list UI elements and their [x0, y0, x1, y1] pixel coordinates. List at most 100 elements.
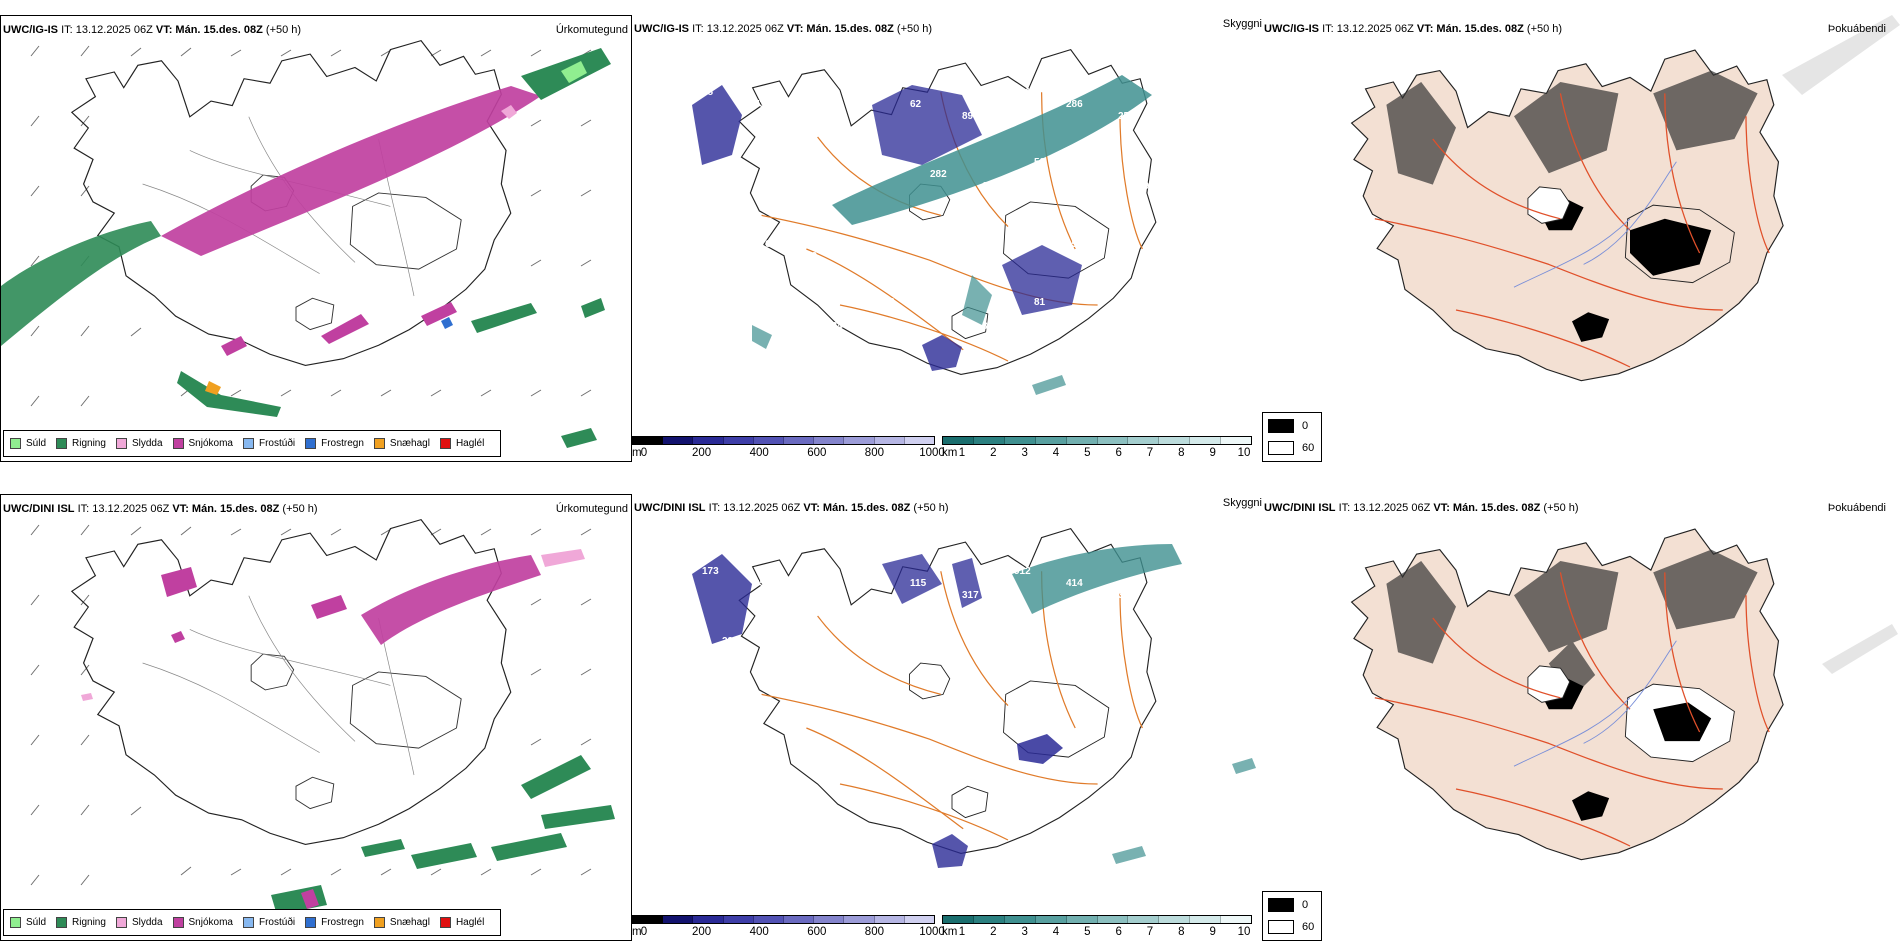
panel-header: UWC/IG-IS IT: 13.12.2025 06Z VT: Mán. 15… [1264, 23, 1563, 35]
legend-swatch [172, 917, 184, 928]
colorbar-step [904, 437, 935, 444]
legend-label: Snæhagl [389, 438, 430, 449]
fog-legend-value: 60 [1302, 921, 1315, 933]
visibility-value-label: 414 [1066, 578, 1083, 589]
colorbar-step [753, 916, 785, 923]
legend-swatch [10, 917, 21, 928]
legend-label: Slydda [131, 438, 163, 449]
colorbar-tick-label: 6 [1115, 926, 1122, 938]
legend-label: Súld [26, 917, 47, 928]
colorbar-step [874, 916, 905, 923]
visibility-value-label: 151 [1014, 87, 1031, 98]
legend-label: Rigning [72, 438, 106, 449]
visibility-value-label: 112 [774, 309, 791, 320]
colorbar-step [1097, 916, 1129, 923]
visibility-panel-bottom: 173 95 126 33 115 317 912 414 304 231 36 88 180 78 UW… [632, 494, 1262, 941]
fog-legend-value: 0 [1302, 420, 1309, 432]
panel-title: Skyggni [1222, 18, 1262, 30]
colorbar-step [973, 916, 1005, 923]
visibility-value-label: 173 [702, 566, 719, 577]
colorbar-tick-label: 400 [749, 926, 769, 938]
visibility-value-label: 395 [1138, 181, 1155, 192]
visibility-value-label: 88 [702, 87, 714, 98]
visibility-value-label: 95 [754, 578, 766, 589]
legend-item: Snæhagl [373, 917, 430, 928]
colorbar-step [1035, 916, 1067, 923]
legend-swatch [115, 438, 127, 449]
colorbar-step [874, 437, 905, 444]
legend-item: Frostregn [305, 917, 364, 928]
colorbar-tick-label: 1000 [919, 926, 945, 938]
colorbar-tick-label: 1 [958, 447, 966, 459]
panel-header: UWC/IG-IS IT: 13.12.2025 06Z VT: Mán. 15… [3, 24, 302, 36]
colorbar-tick-label: 3 [1021, 926, 1028, 938]
visibility-value-label: 116 [722, 297, 739, 308]
precip-map-top [1, 40, 611, 448]
colorbar-tick-label: 5 [1084, 926, 1091, 938]
legend-item: Frostúði [242, 438, 295, 449]
colorbar-step [693, 916, 724, 923]
visibility-value-label: 88 [826, 660, 838, 671]
visibility-km-unit: km [942, 926, 958, 938]
legend-swatch [305, 917, 317, 928]
precip-map-bottom [30, 519, 615, 915]
visibility-value-label: 149 [910, 239, 927, 250]
colorbar-tick-label: 6 [1115, 447, 1122, 459]
colorbar-step [1004, 916, 1036, 923]
panel-title: Skyggni [1222, 497, 1262, 509]
visibility-value-label: 60 [806, 111, 818, 122]
fog-map-bottom [1351, 528, 1898, 861]
colorbar-tick-label: 7 [1146, 447, 1154, 459]
visibility-value-label: 37 [858, 227, 870, 238]
legend-label: Slydda [131, 917, 163, 928]
colorbar-tick-label: 9 [1209, 926, 1216, 938]
legend-item: Rigning [56, 917, 106, 928]
colorbar-tick-label: 10 [1237, 447, 1251, 459]
colorbar-step [1190, 437, 1222, 444]
colorbar-tick-label: 600 [807, 926, 827, 938]
colorbar-step [1128, 916, 1160, 923]
panel-title: Þokuábendi [1827, 23, 1886, 35]
visibility-value-label: 306 [878, 157, 895, 168]
visibility-value-label: 83 [982, 321, 994, 332]
colorbar-tick-label: 600 [807, 447, 827, 459]
legend-label: Súld [26, 438, 47, 449]
colorbar-step [1221, 437, 1252, 444]
legend-label: Haglél [455, 917, 485, 928]
fog-legend-value: 60 [1302, 442, 1315, 454]
colorbar-tick-label: 8 [1178, 447, 1185, 459]
visibility-value-label: 206 [1086, 169, 1103, 180]
colorbar-step [1004, 437, 1036, 444]
fog-legend-value: 0 [1302, 899, 1309, 911]
visibility-m-unit: m [632, 447, 642, 459]
visibility-value-label: 406 [702, 227, 719, 238]
visibility-value-label: 146 [878, 297, 895, 308]
precip-type-panel-top: UWC/IG-IS IT: 13.12.2025 06Z VT: Mán. 15… [0, 15, 632, 462]
visibility-value-label: 50 [1034, 157, 1046, 168]
colorbar-tick-label: 200 [692, 926, 712, 938]
colorbar-tick-label: 4 [1052, 447, 1060, 459]
visibility-value-label: 166 [962, 251, 979, 262]
colorbar-tick-label: 3 [1021, 447, 1028, 459]
colorbar-tick-label: 0 [640, 447, 648, 459]
visibility-value-label: 231 [722, 636, 739, 647]
visibility-value-label: 36 [774, 648, 786, 659]
visibility-m-colorbar [632, 915, 935, 924]
legend-item: Snjókoma [172, 917, 233, 928]
fog-index-panel-bottom: UWC/DINI ISL IT: 13.12.2025 06Z VT: Mán.… [1262, 494, 1900, 941]
legend-label: Frostúði [258, 917, 296, 928]
colorbar-step [1128, 437, 1160, 444]
visibility-km-colorbar [942, 915, 1252, 924]
legend-swatch [305, 438, 317, 449]
precip-type-legend: Súld Rigning Slydda Snjókoma Frostúði Frostre… [3, 909, 502, 936]
legend-swatch [115, 917, 127, 928]
visibility-value-label: 282 [930, 169, 947, 180]
fog-swatch-0 [1268, 898, 1294, 912]
colorbar-step [844, 437, 875, 444]
visibility-value-label: 73 [754, 99, 766, 110]
visibility-map-bottom: 173 95 126 33 115 317 912 414 304 231 36 88 180 78 [692, 528, 1256, 868]
legend-swatch [373, 917, 385, 928]
colorbar-step [693, 437, 724, 444]
precip-type-panel-bottom: UWC/DINI ISL IT: 13.12.2025 06Z VT: Mán.… [0, 494, 632, 941]
legend-item: Frostúði [242, 917, 296, 928]
